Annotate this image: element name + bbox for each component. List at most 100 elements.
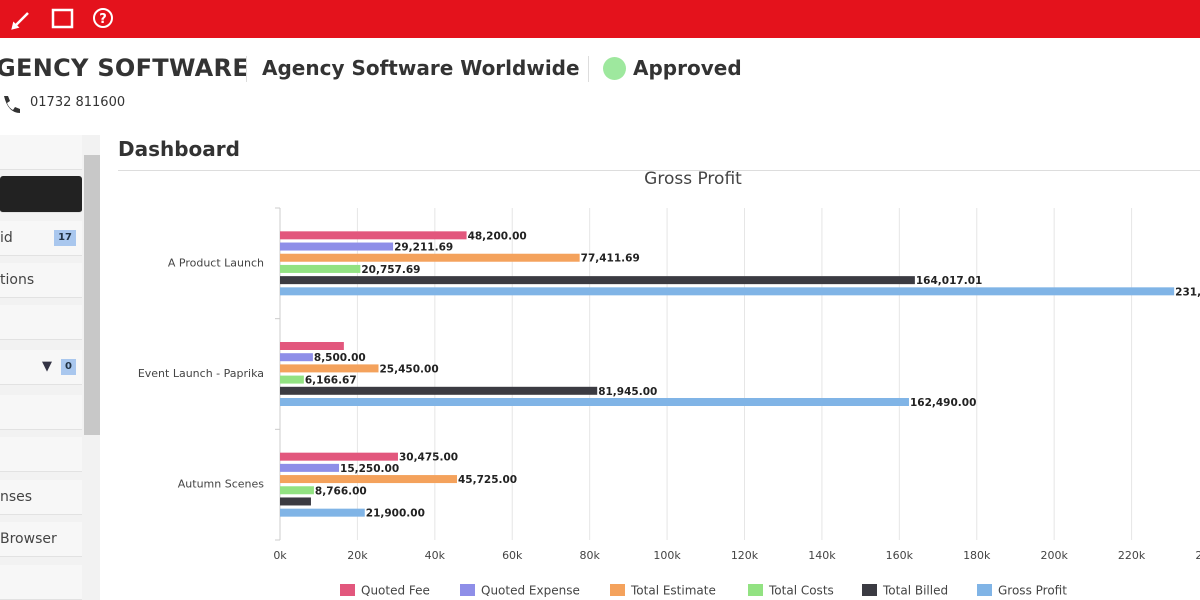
help-icon[interactable]: ? xyxy=(93,8,113,28)
badge: 0 xyxy=(61,359,76,375)
legend-label: Gross Profit xyxy=(998,584,1067,598)
x-tick-label: 80k xyxy=(579,549,600,562)
x-tick-label: 160k xyxy=(886,549,914,562)
bar xyxy=(280,497,311,506)
sidebar-row[interactable] xyxy=(0,437,82,472)
legend-swatch xyxy=(862,584,877,596)
value-label: 48,200.00 xyxy=(468,230,527,242)
x-tick-label: 20k xyxy=(347,549,368,562)
bar xyxy=(280,364,379,373)
legend-swatch xyxy=(460,584,475,596)
bar xyxy=(280,231,467,240)
bar xyxy=(280,253,580,262)
bar xyxy=(280,342,344,350)
value-label: 81,945.00 xyxy=(598,386,657,398)
legend-swatch xyxy=(340,584,355,596)
x-tick-label: 40k xyxy=(425,549,446,562)
x-tick-label: 180k xyxy=(963,549,991,562)
badge: 17 xyxy=(54,230,76,246)
value-label: 45,725.00 xyxy=(458,474,517,486)
y-tick-label: Autumn Scenes xyxy=(178,478,265,491)
divider xyxy=(246,56,247,82)
window-icon[interactable] xyxy=(51,8,74,29)
y-tick-label: A Product Launch xyxy=(168,256,264,269)
x-tick-label: 240k xyxy=(1195,549,1200,562)
phone-icon xyxy=(4,96,20,113)
edit-icon[interactable] xyxy=(11,12,29,30)
y-tick-label: Event Launch - Paprika xyxy=(138,367,264,380)
sidebar-label: Browser xyxy=(0,531,57,547)
legend-label: Quoted Expense xyxy=(481,584,580,598)
bar xyxy=(280,398,909,406)
sidebar-row[interactable]: nses xyxy=(0,480,82,515)
svg-text:?: ? xyxy=(99,12,107,27)
scrollbar-thumb[interactable] xyxy=(84,155,100,435)
value-label: 8,500.00 xyxy=(314,352,366,364)
top-bar: ? xyxy=(0,0,1200,38)
status-dot xyxy=(603,57,626,80)
bar xyxy=(280,486,314,495)
sidebar-label: nses xyxy=(0,489,33,505)
bar xyxy=(280,375,304,384)
sidebar: id 17 tions ▼ 0 nses Browser xyxy=(0,135,100,600)
bar xyxy=(280,508,365,517)
value-label: 20,757.69 xyxy=(361,264,420,276)
value-label: 77,411.69 xyxy=(581,253,640,265)
legend-label: Total Costs xyxy=(768,584,834,598)
bar xyxy=(280,386,598,395)
divider xyxy=(588,56,589,82)
sidebar-row[interactable] xyxy=(0,395,82,430)
legend-label: Total Billed xyxy=(882,584,948,598)
x-tick-label: 220k xyxy=(1118,549,1146,562)
bar xyxy=(280,242,394,251)
bar xyxy=(280,463,340,472)
divider xyxy=(118,170,1200,171)
legend-swatch xyxy=(977,584,992,596)
bar xyxy=(280,452,398,461)
sidebar-row[interactable] xyxy=(0,305,82,340)
bar xyxy=(280,276,915,285)
value-label: 21,900.00 xyxy=(366,508,425,520)
sidebar-row[interactable]: tions xyxy=(0,263,82,298)
legend-swatch xyxy=(610,584,625,596)
legend-label: Total Estimate xyxy=(630,584,716,598)
bar xyxy=(280,287,1175,296)
sidebar-label: id xyxy=(0,230,13,246)
value-label: 162,490.00 xyxy=(910,397,976,409)
sidebar-row[interactable] xyxy=(0,135,82,170)
sidebar-row[interactable]: id 17 xyxy=(0,221,82,256)
value-label: 25,450.00 xyxy=(380,363,439,375)
status: Approved xyxy=(633,56,742,80)
chart-title: Gross Profit xyxy=(644,169,742,189)
sidebar-row-selected[interactable] xyxy=(0,176,82,213)
value-label: 8,766.00 xyxy=(315,485,367,497)
value-label: 164,017.01 xyxy=(916,275,982,287)
x-tick-label: 60k xyxy=(502,549,523,562)
bar xyxy=(280,264,361,273)
sidebar-label: tions xyxy=(0,272,35,288)
company-name: GENCY SOFTWARE xyxy=(0,54,250,82)
x-tick-label: 0k xyxy=(273,549,287,562)
bar xyxy=(280,353,313,362)
client-name: Agency Software Worldwide xyxy=(262,56,580,80)
sidebar-row[interactable]: Browser xyxy=(0,522,82,557)
sidebar-row[interactable]: ▼ 0 xyxy=(0,350,82,385)
phone: 01732 811600 xyxy=(30,95,126,110)
legend-label: Quoted Fee xyxy=(361,584,430,598)
toolbar-icons: ? xyxy=(11,8,113,30)
value-label: 29,211.69 xyxy=(394,242,453,254)
value-label: 6,166.67 xyxy=(305,375,357,387)
section-title: Dashboard xyxy=(118,137,240,161)
value-label: 231,000.00 xyxy=(1175,286,1200,298)
value-label: 30,475.00 xyxy=(399,452,458,464)
x-tick-label: 120k xyxy=(731,549,759,562)
filter-icon: ▼ xyxy=(42,359,52,374)
x-tick-label: 200k xyxy=(1040,549,1068,562)
bar xyxy=(280,475,457,484)
value-label: 15,250.00 xyxy=(340,463,399,475)
x-tick-label: 100k xyxy=(653,549,681,562)
x-tick-label: 140k xyxy=(808,549,836,562)
legend-swatch xyxy=(748,584,763,596)
